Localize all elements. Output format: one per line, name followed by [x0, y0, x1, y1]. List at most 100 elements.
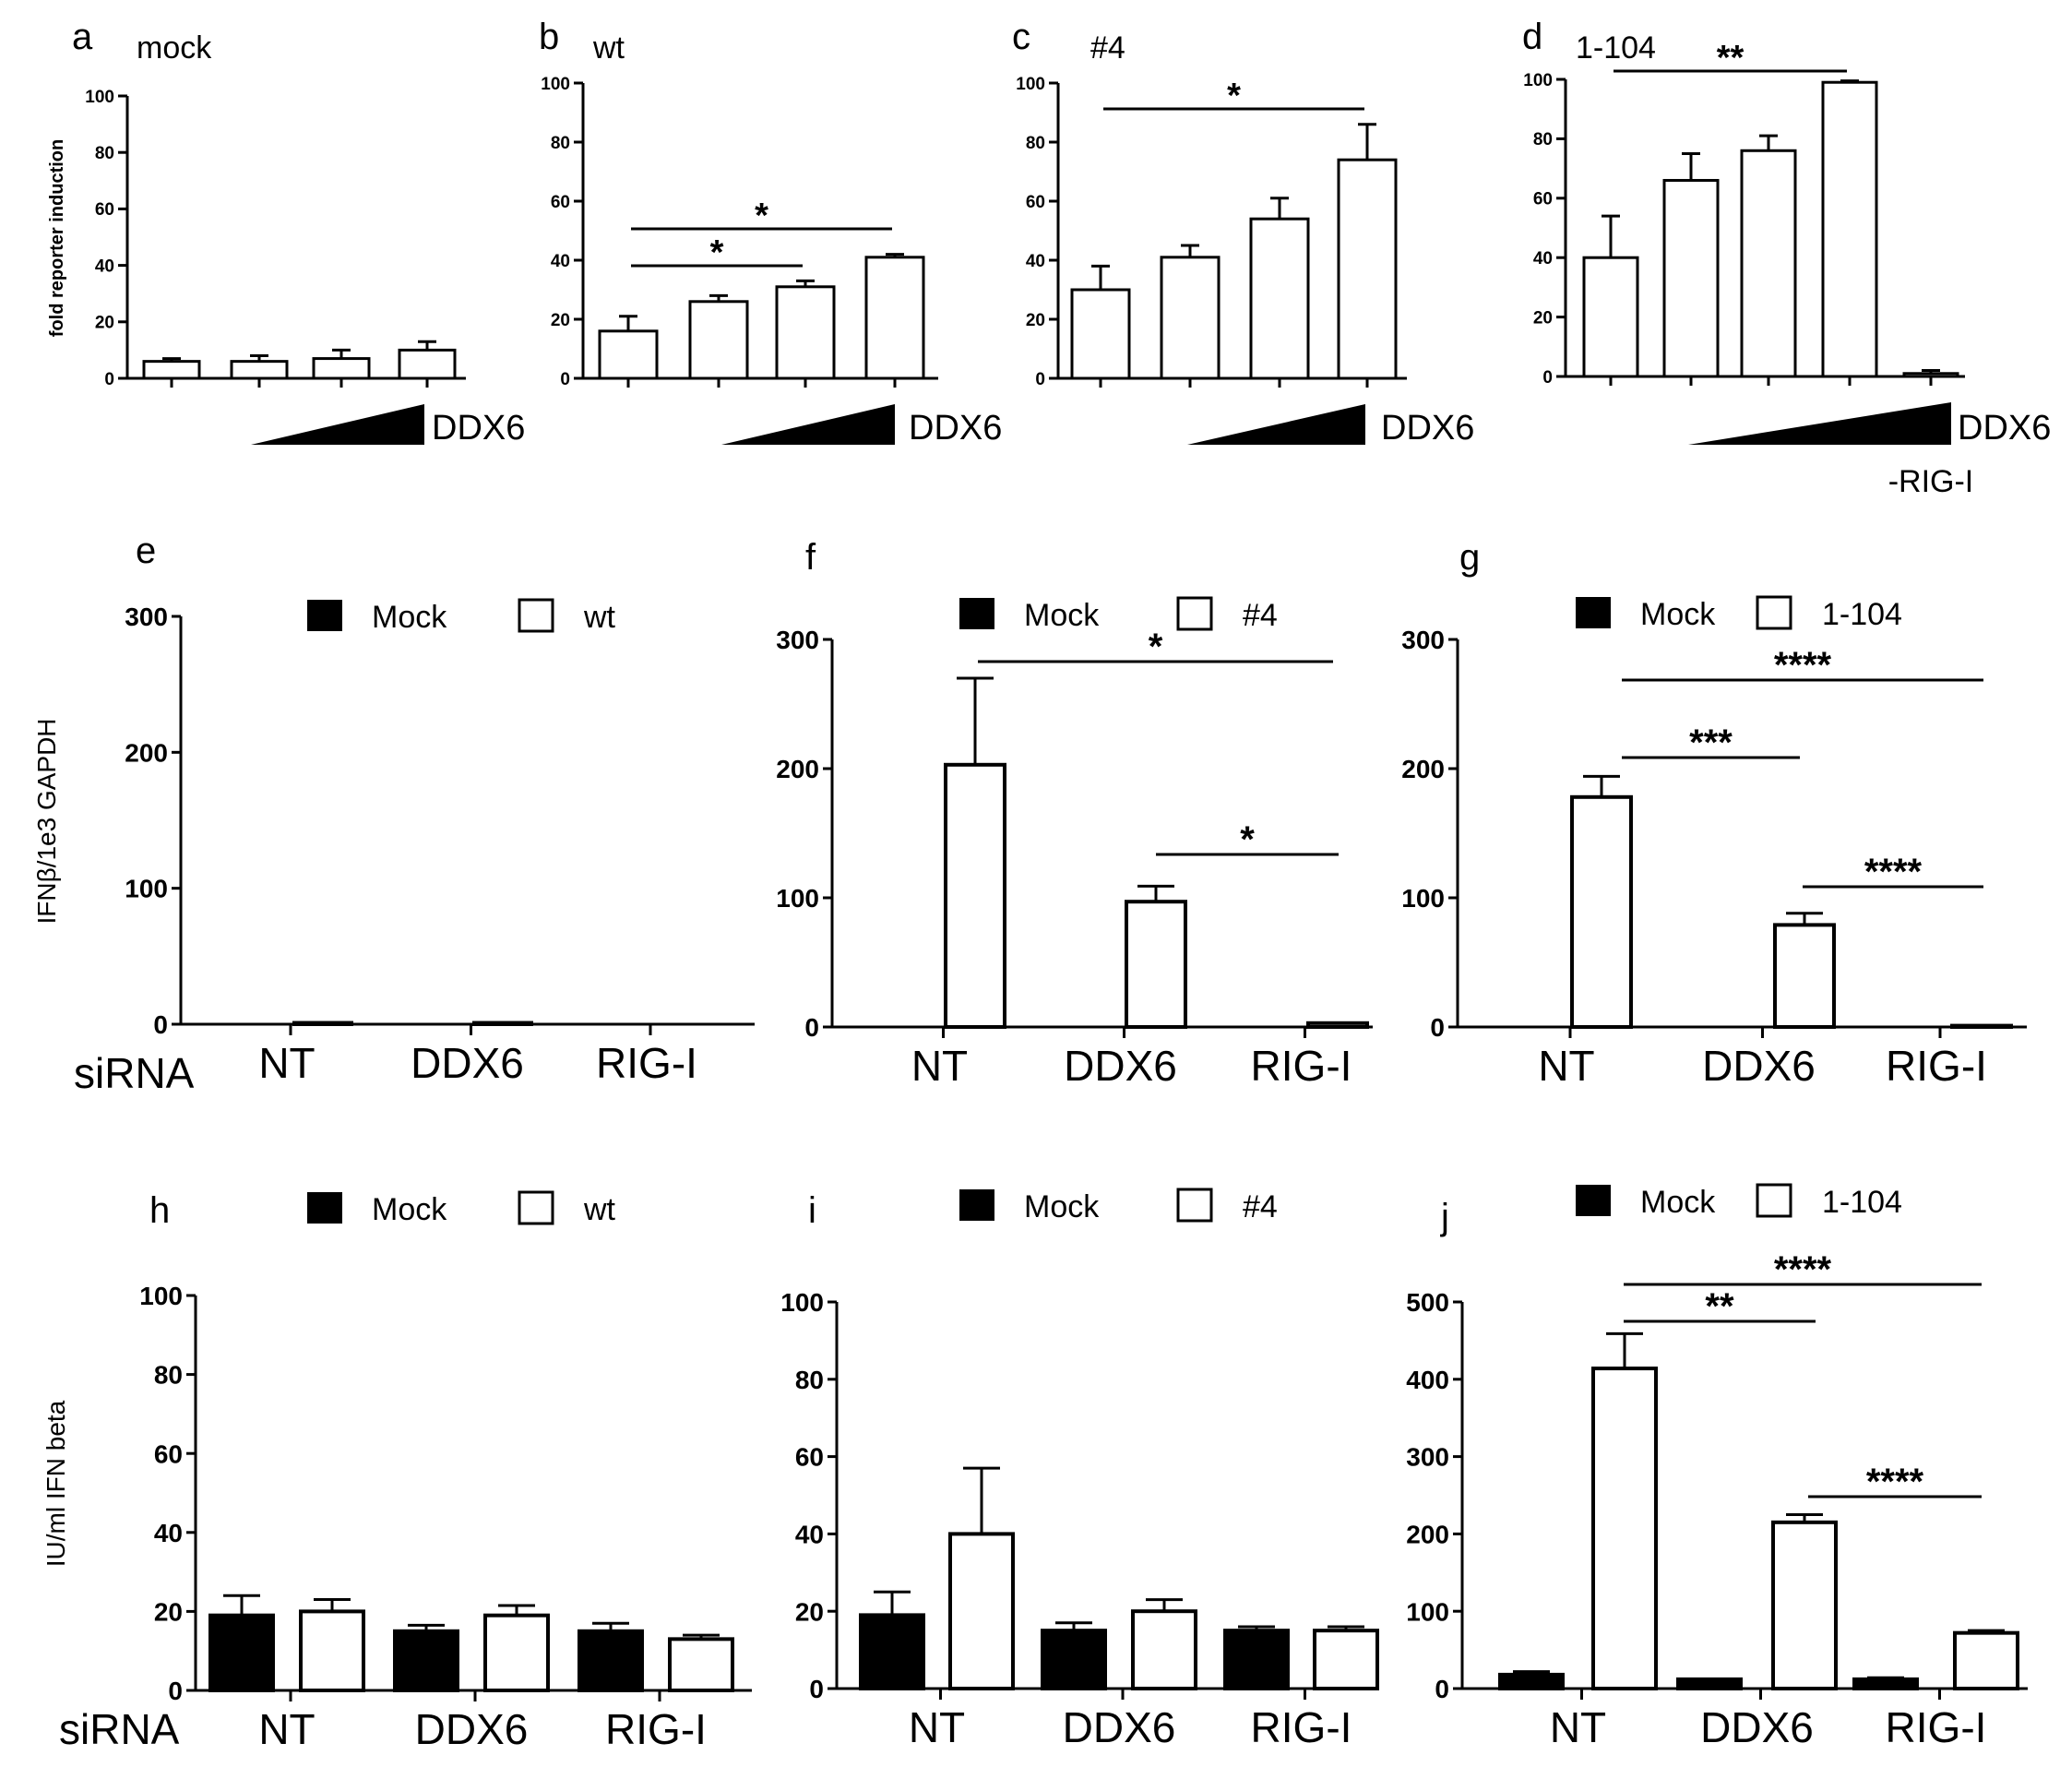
ddx6-label: DDX6: [1958, 409, 2051, 448]
bar: [1591, 1367, 1658, 1690]
x-tick-label: RIG-I: [1886, 1703, 1987, 1751]
x-tick-label: NT: [1538, 1042, 1594, 1090]
y-tick-label: 300: [776, 626, 819, 654]
y-tick-label: 20: [154, 1597, 183, 1626]
bar: [1337, 158, 1398, 380]
bar: [292, 1021, 353, 1026]
legend-label-mock: Mock: [1640, 597, 1716, 632]
y-tick-label: 80: [551, 134, 570, 153]
legend-swatch-sample: [1176, 1188, 1213, 1223]
bar: [299, 1609, 365, 1693]
y-tick-label: 40: [1533, 249, 1553, 269]
y-tick-label: 20: [1026, 311, 1045, 330]
significance-label: **: [1705, 1286, 1734, 1327]
sirna-label: siRNA: [59, 1705, 180, 1753]
y-tick-label: 40: [795, 1520, 824, 1548]
y-tick-label: 0: [104, 370, 114, 389]
y-tick-label: 100: [776, 884, 819, 913]
bar: [1041, 1629, 1107, 1691]
x-tick-label: DDX6: [415, 1705, 529, 1753]
x-tick-label: NT: [909, 1703, 965, 1751]
x-tick-label: RIG-I: [1251, 1703, 1352, 1751]
bar: [208, 1613, 275, 1693]
bar: [472, 1021, 533, 1026]
legend-swatch-sample: [1756, 595, 1792, 630]
bar: [1950, 1023, 2013, 1029]
y-tick-label: 20: [551, 311, 570, 330]
bar: [1773, 923, 1836, 1030]
legend-swatch-sample: [1756, 1183, 1792, 1218]
bar: [1313, 1629, 1379, 1691]
y-axis-title: IU/ml IFN beta: [42, 1400, 70, 1567]
y-tick-label: 200: [1401, 755, 1445, 783]
y-tick-label: 60: [1026, 193, 1045, 212]
significance-label: ****: [1774, 645, 1832, 686]
legend-label-mock: Mock: [372, 1192, 447, 1227]
bar: [859, 1613, 925, 1691]
y-tick-label: 20: [795, 1597, 824, 1626]
panel-title: #4: [1090, 30, 1125, 66]
ddx6-gradient-wedge: [1688, 402, 1951, 445]
y-tick-label: 60: [1533, 190, 1553, 209]
legend-label-sample: #4: [1243, 1189, 1278, 1224]
panel-letter: a: [72, 17, 93, 57]
y-tick-label: 0: [1035, 370, 1045, 389]
bar: [864, 256, 925, 380]
y-tick-label: 100: [541, 75, 570, 94]
x-tick-label: RIG-I: [1886, 1042, 1987, 1090]
y-tick-label: 100: [1401, 884, 1445, 913]
panel-letter: c: [1012, 17, 1030, 57]
panel-letter: g: [1459, 537, 1480, 578]
bar: [1676, 1677, 1743, 1690]
ddx6-label: DDX6: [1381, 409, 1474, 448]
y-tick-label: 40: [95, 257, 114, 276]
x-tick-label: NT: [258, 1039, 315, 1087]
y-tick-label: 100: [85, 88, 114, 107]
bar: [1249, 217, 1310, 380]
y-tick-label: 400: [1406, 1366, 1449, 1394]
bar: [230, 360, 289, 380]
y-tick-label: 60: [95, 200, 114, 220]
significance-label: ****: [1864, 852, 1923, 892]
y-tick-label: 80: [95, 144, 114, 163]
x-tick-label: NT: [1550, 1703, 1606, 1751]
panel-letter: h: [149, 1190, 170, 1231]
y-tick-label: 80: [795, 1366, 824, 1394]
legend-swatch-mock: [307, 1192, 342, 1224]
x-tick-label: DDX6: [1700, 1703, 1814, 1751]
y-tick-label: 0: [809, 1675, 824, 1703]
ddx6-label: DDX6: [432, 409, 525, 448]
y-tick-label: 300: [125, 603, 168, 631]
sirna-label: siRNA: [74, 1049, 195, 1097]
y-tick-label: 100: [139, 1282, 183, 1310]
ddx6-label: DDX6: [909, 409, 1002, 448]
x-tick-label: DDX6: [1064, 1042, 1177, 1090]
y-tick-label: 100: [1016, 75, 1045, 94]
bar: [1160, 256, 1221, 380]
bar: [1771, 1520, 1838, 1690]
significance-label: ***: [1689, 722, 1733, 763]
bar: [398, 348, 457, 380]
bar: [1131, 1609, 1197, 1690]
x-tick-label: RIG-I: [596, 1039, 697, 1087]
ddx6-gradient-wedge: [251, 404, 424, 445]
panel-letter: d: [1522, 17, 1542, 57]
y-tick-label: 100: [125, 875, 168, 903]
legend-label-mock: Mock: [372, 600, 447, 635]
y-tick-label: 0: [168, 1677, 183, 1705]
significance-label: **: [1717, 39, 1745, 78]
bar: [688, 300, 749, 380]
y-tick-label: 100: [1523, 71, 1553, 90]
bar: [1125, 900, 1187, 1030]
x-tick-label: NT: [911, 1042, 968, 1090]
significance-label: *: [710, 233, 724, 272]
y-axis-title: fold reporter induction: [47, 139, 67, 337]
x-tick-label: RIG-I: [605, 1705, 707, 1753]
bar: [1582, 256, 1639, 378]
panel-letter: e: [136, 531, 156, 571]
y-tick-label: 80: [154, 1361, 183, 1390]
significance-label: ****: [1866, 1462, 1924, 1502]
bar: [312, 357, 371, 380]
